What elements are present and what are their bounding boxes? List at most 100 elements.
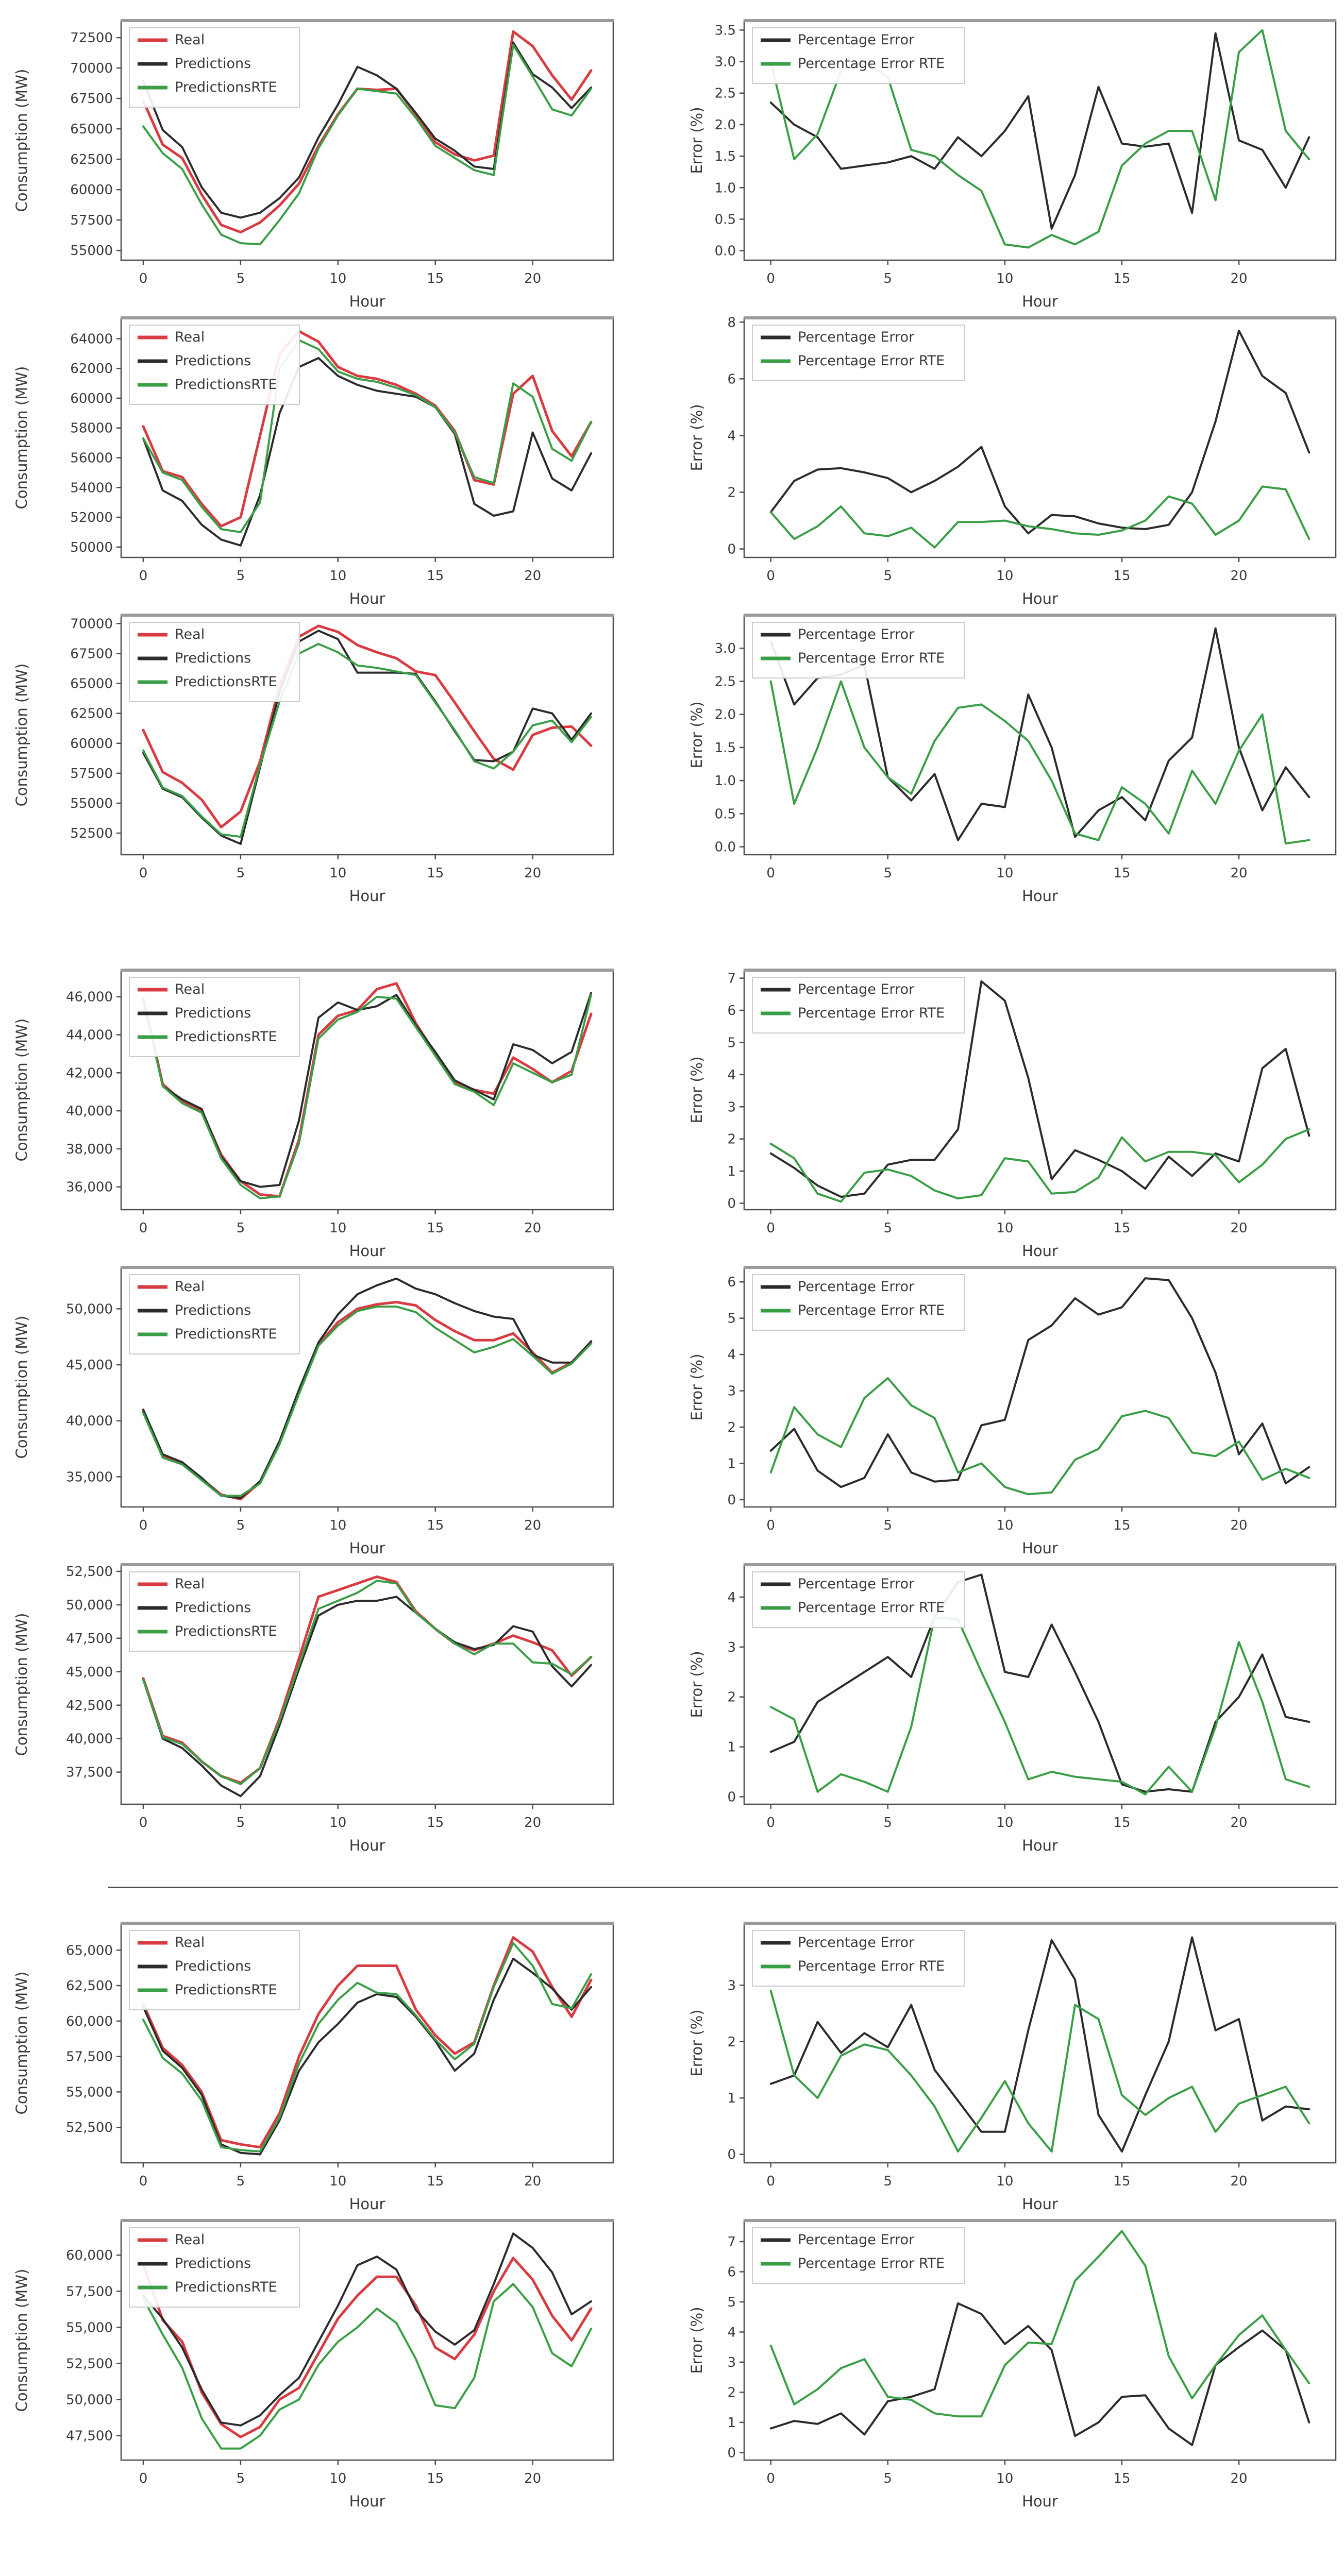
legend: Real Predictions PredictionsRTE <box>129 27 300 108</box>
series-line-percentage-error <box>769 1936 1311 2153</box>
legend-label: Percentage Error RTE <box>798 353 945 369</box>
x-tick-label: 15 <box>427 2174 444 2189</box>
y-axis-label: Consumption (MW) <box>13 1019 30 1162</box>
series-line-predictionsrte <box>142 44 592 246</box>
legend-label: PredictionsRTE <box>175 1982 277 1998</box>
y-tick-label: 6 <box>727 2264 736 2280</box>
y-axis-label: Error (%) <box>688 701 705 768</box>
series-line-percentage-error-rte <box>769 1990 1311 2153</box>
y-tick-label: 36,000 <box>66 1180 113 1195</box>
series-line-real <box>142 624 593 828</box>
y-tick-label: 47,500 <box>66 1631 113 1647</box>
legend-label: Percentage Error <box>798 1935 915 1951</box>
series-line-percentage-error <box>769 1573 1311 1793</box>
y-tick-label: 1 <box>727 1740 736 1755</box>
y-tick-label: 2.5 <box>715 674 736 689</box>
x-axis-label: Hour <box>349 2493 385 2510</box>
series-line-real <box>142 330 593 528</box>
y-tick-label: 57,500 <box>66 2049 113 2065</box>
x-tick-label: 5 <box>237 568 245 584</box>
series-line-percentage-error-rte <box>769 2230 1311 2418</box>
y-tick-label: 1 <box>727 2415 736 2431</box>
x-tick-label: 0 <box>139 2174 148 2189</box>
y-tick-label: 6 <box>727 1003 736 1019</box>
y-tick-label: 8 <box>727 315 736 330</box>
y-tick-label: 0 <box>727 541 736 557</box>
y-axis-label: Consumption (MW) <box>13 1613 30 1756</box>
y-tick-label: 45,000 <box>66 1358 113 1373</box>
y-tick-label: 60000 <box>70 391 113 406</box>
chart-r5-error: 0 1 2 3 4 5 6 0 5 10 15 20 Hour Error (%) Percentage E… <box>672 1261 1344 1558</box>
x-axis: 0 5 10 15 20 Hour <box>139 557 541 607</box>
x-tick-label: 0 <box>139 1221 148 1236</box>
x-tick-label: 5 <box>883 271 892 286</box>
y-axis-label: Consumption (MW) <box>13 2269 30 2412</box>
y-tick-label: 1 <box>727 1456 736 1471</box>
x-axis-label: Hour <box>349 1539 385 1557</box>
y-tick-label: 37,500 <box>66 1765 113 1781</box>
y-tick-label: 3 <box>727 2355 736 2370</box>
y-tick-label: 70000 <box>70 61 113 76</box>
series-line-percentage-error-rte <box>769 485 1311 549</box>
y-tick-label: 62500 <box>70 152 113 167</box>
x-tick-label: 10 <box>996 1221 1013 1236</box>
section-separator <box>108 1887 1338 1888</box>
x-tick-label: 5 <box>237 271 245 286</box>
legend-label: PredictionsRTE <box>175 1326 277 1342</box>
series-line-predictionsrte <box>142 1306 592 1497</box>
legend: Percentage Error Percentage Error RTE <box>752 1274 965 1331</box>
y-tick-label: 54000 <box>70 480 113 496</box>
y-tick-label: 52500 <box>70 826 113 841</box>
y-tick-label: 0.5 <box>715 212 736 227</box>
chart-r7-error: 0 1 2 3 0 5 10 15 20 Hour Error (%) Percentage Erro… <box>672 1917 1344 2214</box>
y-tick-label: 55000 <box>70 796 113 811</box>
legend-label: Percentage Error <box>798 626 915 642</box>
x-tick-label: 0 <box>139 568 148 584</box>
y-tick-label: 50000 <box>70 540 113 555</box>
x-tick-label: 20 <box>1231 2174 1248 2189</box>
x-axis-label: Hour <box>349 887 385 905</box>
x-tick-label: 0 <box>766 271 775 286</box>
legend-label: Predictions <box>175 1005 251 1021</box>
legend-label: Percentage Error RTE <box>798 2256 945 2272</box>
x-tick-label: 15 <box>1113 568 1130 584</box>
y-tick-label: 1.5 <box>715 149 736 164</box>
y-tick-label: 6 <box>727 1275 736 1290</box>
legend-label: Percentage Error <box>798 2232 915 2248</box>
y-tick-label: 40,000 <box>66 1414 113 1429</box>
chart-r3-consumption: 52500 55000 57500 60000 62500 65000 67500 70000… <box>0 609 672 906</box>
x-axis-label: Hour <box>349 1242 385 1260</box>
y-tick-label: 67500 <box>70 91 113 107</box>
y-axis-label: Error (%) <box>688 107 705 174</box>
y-tick-label: 50,000 <box>66 1598 113 1613</box>
series-line-percentage-error-rte <box>769 1616 1311 1795</box>
legend-label: Percentage Error RTE <box>798 56 945 72</box>
chart-row-8: 47,500 50,000 52,500 55,000 57,500 60,000 0 5 10… <box>0 2214 1344 2512</box>
y-tick-label: 2 <box>727 485 736 500</box>
series-line-predictionsrte <box>142 642 592 838</box>
series-line-percentage-error <box>769 980 1311 1198</box>
x-tick-label: 10 <box>996 568 1013 584</box>
x-tick-label: 10 <box>329 866 346 881</box>
y-tick-label: 52,500 <box>66 1564 113 1580</box>
y-tick-label: 60000 <box>70 736 113 752</box>
y-axis: 50000 52000 54000 56000 58000 60000 62000 64000 <box>70 331 121 555</box>
x-tick-label: 5 <box>237 1221 245 1236</box>
x-tick-label: 10 <box>329 1221 346 1236</box>
y-tick-label: 52,500 <box>66 2120 113 2136</box>
x-tick-label: 10 <box>329 1815 346 1831</box>
series-line-real <box>142 1936 593 2149</box>
x-tick-label: 5 <box>237 1518 245 1533</box>
legend-label: Predictions <box>175 1302 251 1318</box>
y-tick-label: 1 <box>727 1164 736 1179</box>
y-tick-label: 0 <box>727 2147 736 2163</box>
y-tick-label: 55000 <box>70 243 113 259</box>
x-axis: 0 5 10 15 20 Hour <box>139 2460 541 2510</box>
y-tick-label: 47,500 <box>66 2428 113 2444</box>
y-tick-label: 57,500 <box>66 2284 113 2299</box>
y-tick-label: 64000 <box>70 331 113 347</box>
series-line-predictionsrte <box>142 339 592 533</box>
y-tick-label: 3.0 <box>715 641 736 656</box>
series-line-percentage-error-rte <box>769 680 1311 845</box>
x-tick-label: 20 <box>1231 866 1248 881</box>
